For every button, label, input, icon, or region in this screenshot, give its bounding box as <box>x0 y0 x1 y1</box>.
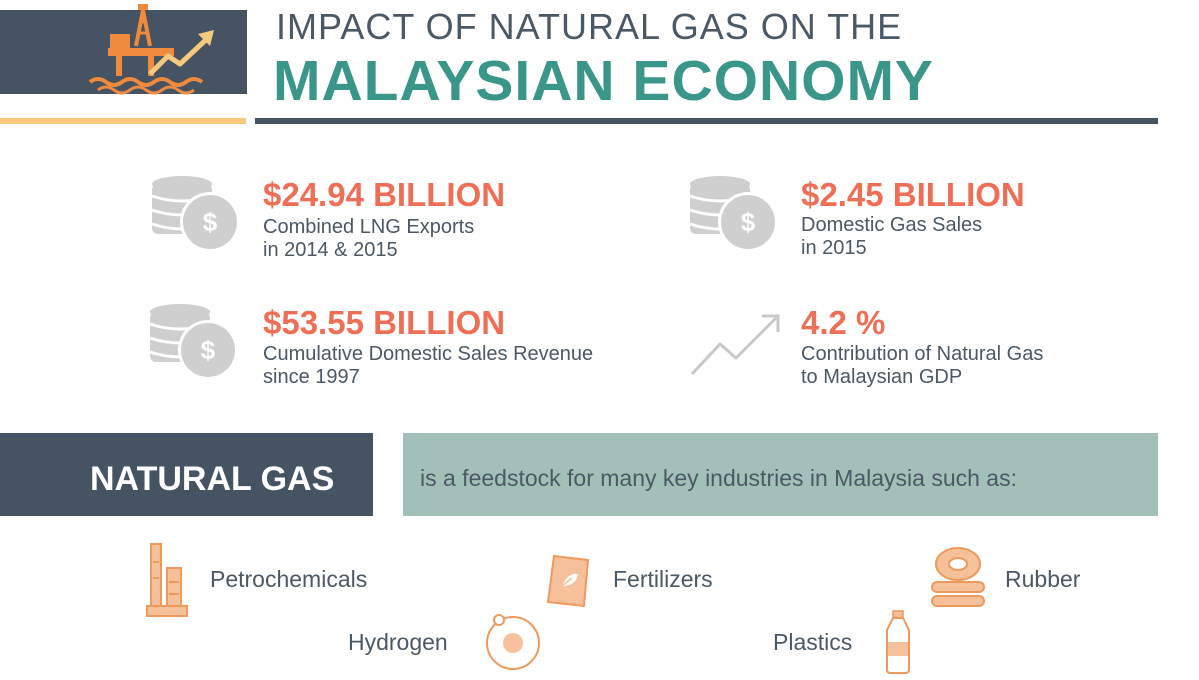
coins-dollar-icon: $ <box>689 176 778 252</box>
industry-label-petrochemicals: Petrochemicals <box>210 566 368 592</box>
industry-label-rubber: Rubber <box>1005 566 1081 592</box>
rubber-rings-icon <box>931 547 985 607</box>
fertilizer-bag-icon <box>546 554 590 608</box>
refinery-icon <box>146 543 188 617</box>
page-title-line2: MALAYSIAN ECONOMY <box>273 49 934 113</box>
natural-gas-banner <box>0 433 373 516</box>
stat-desc-line1: Combined LNG Exports <box>263 216 475 238</box>
svg-text:$: $ <box>741 207 756 237</box>
stat-value: 4.2 % <box>801 304 886 341</box>
page-title-line1: IMPACT OF NATURAL GAS ON THE <box>276 6 903 47</box>
stat-desc-line2: to Malaysian GDP <box>801 366 963 388</box>
feedstock-banner <box>403 433 1158 516</box>
oil-rig-growth-icon <box>88 4 214 95</box>
industry-label-hydrogen: Hydrogen <box>348 629 448 655</box>
stat-value: $53.55 BILLION <box>263 304 506 341</box>
feedstock-description: is a feedstock for many key industries i… <box>420 465 1017 491</box>
trend-up-icon <box>690 314 780 376</box>
svg-text:$: $ <box>203 207 218 237</box>
svg-text:$: $ <box>201 335 216 365</box>
stat-desc-line2: in 2015 <box>801 237 867 259</box>
coins-dollar-icon: $ <box>151 176 240 252</box>
industry-label-plastics: Plastics <box>773 629 853 655</box>
coins-dollar-icon: $ <box>149 304 238 380</box>
stat-value: $24.94 BILLION <box>263 176 506 213</box>
header-rule-yellow <box>0 118 246 124</box>
natural-gas-label: NATURAL GAS <box>90 460 335 498</box>
header-rule-dark <box>255 118 1158 124</box>
stat-desc-line1: Domestic Gas Sales <box>801 214 983 236</box>
stat-desc-line1: Contribution of Natural Gas <box>801 343 1044 365</box>
stat-desc-line2: in 2014 & 2015 <box>263 239 398 261</box>
hydrogen-atom-icon <box>486 614 540 670</box>
industry-label-fertilizers: Fertilizers <box>613 566 713 592</box>
stat-desc-line2: since 1997 <box>263 366 360 388</box>
stat-desc-line1: Cumulative Domestic Sales Revenue <box>263 343 594 365</box>
stat-value: $2.45 BILLION <box>801 176 1025 213</box>
plastic-bottle-icon <box>886 610 910 674</box>
